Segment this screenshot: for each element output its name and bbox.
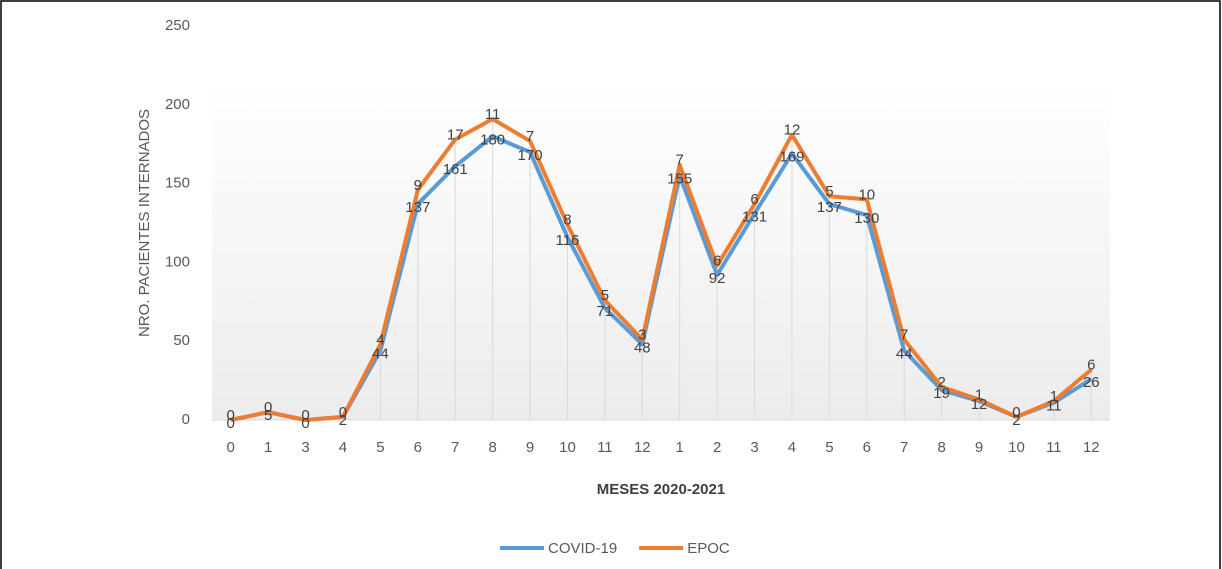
y-axis-title: NRO. PACIENTES INTERNADOS bbox=[136, 109, 153, 337]
data-label: 1 bbox=[1050, 388, 1058, 405]
data-label: 44 bbox=[896, 346, 913, 363]
data-label: 92 bbox=[709, 270, 726, 287]
y-tick-label: 100 bbox=[165, 253, 190, 270]
data-label: 2 bbox=[937, 374, 945, 391]
x-tick-label: 6 bbox=[414, 439, 422, 456]
data-label: 161 bbox=[443, 161, 468, 178]
data-label: 6 bbox=[1087, 357, 1095, 374]
data-label: 11 bbox=[485, 106, 501, 123]
data-label: 137 bbox=[405, 199, 430, 216]
data-label: 3 bbox=[638, 327, 646, 344]
data-label: 7 bbox=[900, 327, 908, 344]
data-label: 12 bbox=[784, 122, 801, 139]
data-label: 4 bbox=[376, 331, 384, 348]
data-label: 137 bbox=[817, 199, 842, 216]
x-tick-label: 10 bbox=[559, 439, 576, 456]
x-tick-label: 6 bbox=[863, 439, 871, 456]
data-label: 26 bbox=[1083, 374, 1100, 391]
x-axis-title: MESES 2020-2021 bbox=[597, 481, 725, 498]
x-tick-label: 8 bbox=[937, 439, 945, 456]
data-label: 169 bbox=[779, 149, 804, 166]
x-tick-label: 5 bbox=[825, 439, 833, 456]
data-label: 130 bbox=[854, 210, 879, 227]
data-label: 7 bbox=[526, 128, 534, 145]
x-tick-label: 3 bbox=[301, 439, 309, 456]
data-label: 2 bbox=[1012, 412, 1020, 429]
y-tick-label: 0 bbox=[182, 411, 190, 428]
data-label: 48 bbox=[634, 339, 651, 356]
data-label: 131 bbox=[742, 209, 767, 226]
data-label: 19 bbox=[933, 385, 950, 402]
data-label: 170 bbox=[518, 147, 543, 164]
data-label: 180 bbox=[480, 131, 505, 148]
x-tick-label: 10 bbox=[1008, 439, 1025, 456]
data-label: 0 bbox=[339, 404, 347, 421]
x-tick-label: 0 bbox=[227, 439, 235, 456]
legend-label: COVID-19 bbox=[548, 540, 617, 557]
data-label: 155 bbox=[667, 171, 692, 188]
data-label: 0 bbox=[1012, 404, 1020, 421]
data-label: 5 bbox=[264, 407, 272, 424]
data-label: 12 bbox=[971, 396, 988, 413]
x-tick-label: 7 bbox=[451, 439, 459, 456]
x-tick-label: 2 bbox=[713, 439, 721, 456]
data-label: 116 bbox=[555, 232, 579, 249]
x-tick-label: 11 bbox=[597, 439, 613, 456]
y-tick-label: 50 bbox=[173, 332, 190, 349]
data-label: 0 bbox=[301, 407, 309, 424]
x-tick-label: 11 bbox=[1046, 439, 1062, 456]
y-tick-label: 200 bbox=[165, 96, 190, 113]
data-label: 10 bbox=[858, 186, 875, 203]
data-label: 0 bbox=[227, 415, 235, 432]
y-tick-label: 150 bbox=[165, 175, 190, 192]
x-tick-label: 4 bbox=[788, 439, 796, 456]
data-label: 9 bbox=[414, 177, 422, 194]
data-label: 2 bbox=[339, 412, 347, 429]
x-tick-label: 1 bbox=[264, 439, 272, 456]
x-tick-label: 9 bbox=[975, 439, 983, 456]
y-tick-label: 250 bbox=[165, 17, 190, 34]
x-tick-label: 12 bbox=[1083, 439, 1100, 456]
x-tick-label: 12 bbox=[634, 439, 651, 456]
data-label: 6 bbox=[713, 253, 721, 270]
data-label: 1 bbox=[975, 386, 983, 403]
data-label: 0 bbox=[301, 415, 309, 432]
data-label: 0 bbox=[264, 399, 272, 416]
data-label: 0 bbox=[227, 407, 235, 424]
data-label: 8 bbox=[563, 212, 571, 229]
legend-label: EPOC bbox=[687, 540, 730, 557]
data-label: 71 bbox=[597, 303, 614, 320]
x-tick-label: 4 bbox=[339, 439, 347, 456]
data-label: 5 bbox=[825, 183, 833, 200]
series-line bbox=[230, 116, 1093, 422]
data-label: 6 bbox=[750, 191, 758, 208]
x-tick-label: 3 bbox=[750, 439, 758, 456]
x-tick-label: 5 bbox=[376, 439, 384, 456]
data-label: 11 bbox=[1046, 398, 1062, 415]
data-label: 7 bbox=[676, 152, 684, 169]
x-tick-label: 7 bbox=[900, 439, 908, 456]
data-label: 44 bbox=[372, 346, 389, 363]
x-tick-label: 9 bbox=[526, 439, 534, 456]
data-label: 17 bbox=[447, 126, 464, 143]
x-tick-label: 1 bbox=[676, 439, 684, 456]
x-tick-label: 8 bbox=[488, 439, 496, 456]
data-label: 5 bbox=[601, 287, 609, 304]
